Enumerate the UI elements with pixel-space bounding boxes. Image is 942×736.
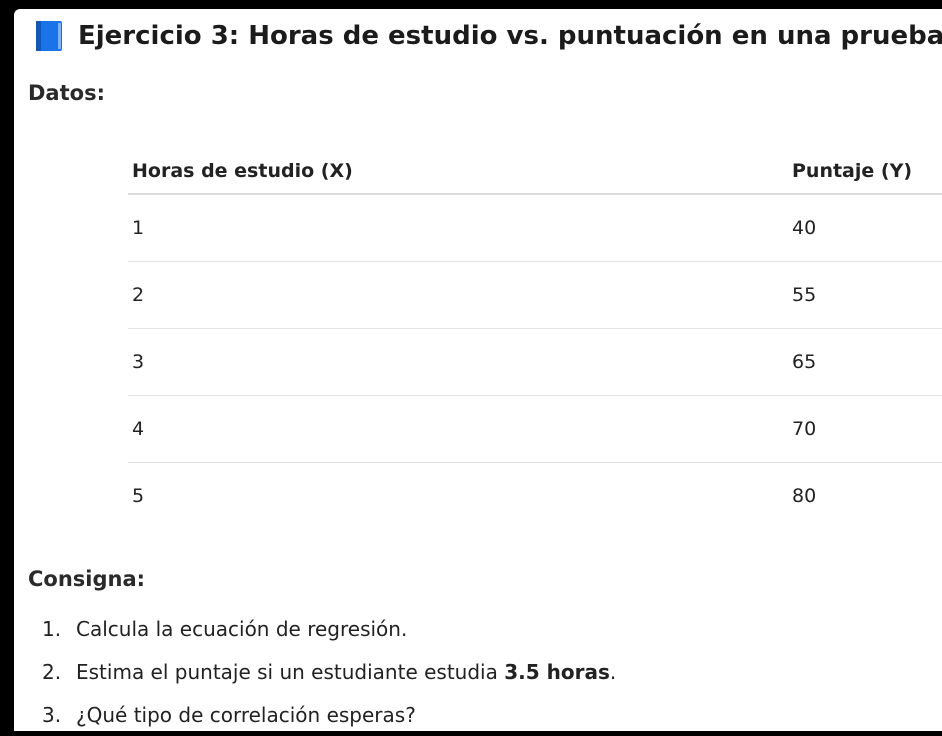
list-item: 2. Estima el puntaje si un estudiante es… (28, 650, 616, 693)
cell-score: 70 (788, 395, 942, 463)
task-emphasis: 3.5 horas (504, 659, 610, 684)
cell-score: 80 (792, 485, 817, 507)
cell-hours: 3 (128, 328, 788, 396)
cell-hours: 4 (128, 395, 788, 463)
cell-hours: 2 (128, 261, 788, 329)
column-header-y: Puntaje (Y) (788, 149, 942, 195)
list-item: 1. Calcula la ecuación de regresión. (28, 607, 616, 650)
datos-label: Datos: (28, 81, 105, 105)
task-text: ¿Qué tipo de correlación esperas? (76, 702, 416, 727)
list-item: 3. ¿Qué tipo de correlación esperas? (28, 693, 616, 736)
cell-score: 65 (788, 328, 942, 396)
task-text: Calcula la ecuación de regresión. (76, 616, 408, 641)
table-row: 5 80 (128, 463, 942, 530)
task-list: 1. Calcula la ecuación de regresión. 2. … (28, 607, 616, 736)
cell-hours: 1 (128, 194, 788, 262)
document-page: Ejercicio 3: Horas de estudio vs. puntua… (14, 9, 942, 731)
table-header-row: Horas de estudio (X) Puntaje (Y) (128, 149, 942, 195)
task-number: 1. (42, 616, 62, 641)
data-table: Horas de estudio (X) Puntaje (Y) 1 40 2 … (128, 149, 942, 529)
consigna-label: Consigna: (28, 567, 146, 591)
exercise-heading: Ejercicio 3: Horas de estudio vs. puntua… (34, 19, 942, 53)
blue-book-icon (34, 19, 64, 53)
table-row: 3 65 (128, 328, 942, 396)
task-text: Estima el puntaje si un estudiante estud… (76, 659, 617, 684)
table-row: 4 70 (128, 395, 942, 463)
cell-score: 55 (788, 261, 942, 329)
table-row: 1 40 (128, 194, 942, 262)
table-row: 2 55 (128, 261, 942, 329)
cell-hours: 5 (132, 485, 145, 507)
exercise-title: Ejercicio 3: Horas de estudio vs. puntua… (78, 21, 942, 51)
cell-score: 40 (788, 194, 942, 262)
task-number: 3. (42, 702, 62, 727)
column-header-x: Horas de estudio (X) (128, 149, 788, 195)
task-number: 2. (42, 659, 62, 684)
